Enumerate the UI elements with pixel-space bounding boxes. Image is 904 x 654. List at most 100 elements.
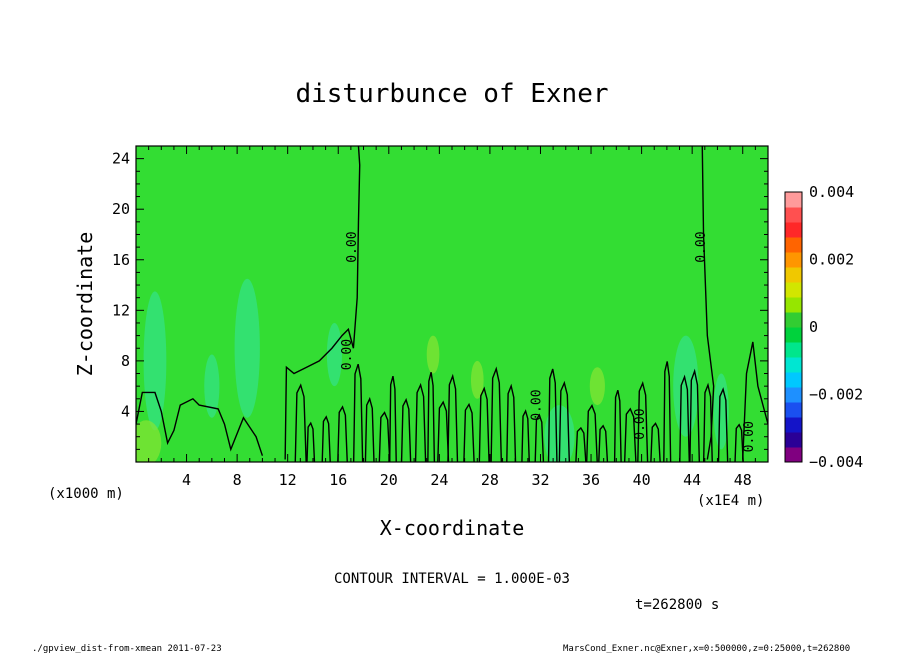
contour-line (598, 424, 609, 462)
contour-line (463, 402, 475, 462)
contour-line (717, 387, 729, 462)
contour-line (400, 397, 412, 462)
field-anomaly (426, 335, 440, 374)
zero-contour-lines (136, 146, 768, 462)
field-anomaly (713, 373, 729, 450)
colorbar-segment (785, 417, 802, 433)
colorbar-segment (785, 297, 802, 313)
x-tick-label: 48 (734, 471, 752, 489)
contour-line (637, 381, 649, 462)
field-anomaly (143, 291, 167, 431)
field-anomaly (204, 354, 220, 418)
colorbar-segment (785, 192, 802, 208)
x-tick-label: 32 (531, 471, 549, 489)
footer-right: MarsCond_Exner.nc@Exner,x=0:500000,z=0:2… (563, 644, 850, 654)
x-tick-label: 36 (582, 471, 600, 489)
contour-labels: 0.00 0.00 0.00 0.00 0.00 0.00 (340, 231, 757, 452)
x-tick-label: 24 (430, 471, 448, 489)
contour-line (364, 396, 375, 462)
x-axis-ticks: 4 8 12 16 20 24 28 32 36 40 44 48 (148, 146, 756, 489)
colorbar-segment (785, 447, 802, 463)
contour-label: 0.00 (345, 231, 360, 262)
y-axis-label: Z-coordinate (73, 232, 97, 377)
plot-area: 0.00 0.00 0.00 0.00 0.00 0.00 (135, 145, 769, 463)
contour-line (506, 383, 517, 462)
colorbar-tick-label: −0.002 (809, 386, 863, 404)
time-text: t=262800 s (635, 597, 719, 613)
contour-line (447, 373, 459, 462)
field-anomaly (470, 360, 484, 399)
y-tick-label: 24 (112, 150, 130, 168)
contour-line (294, 383, 307, 462)
contour-label: 0.00 (742, 421, 757, 452)
colorbar-segment (785, 282, 802, 298)
colorbar-tick-label: 0 (809, 318, 818, 336)
contour-line (437, 400, 450, 462)
contour-line (321, 415, 331, 462)
contour-line (650, 422, 661, 462)
contour-line (534, 413, 545, 462)
contour-line (734, 423, 744, 462)
colorbar-segment (785, 387, 802, 403)
x-tick-label: 20 (380, 471, 398, 489)
field-anomaly (234, 278, 260, 418)
colorbar-segment (785, 432, 802, 448)
contour-line (613, 390, 622, 462)
colorbar-segment (785, 357, 802, 373)
x-tick-label: 44 (683, 471, 701, 489)
contour-line (586, 404, 598, 462)
y-tick-label: 8 (121, 352, 130, 370)
contour-line (521, 409, 530, 462)
colorbar-segment (785, 342, 802, 358)
footer-left: ./gpview_dist-from-xmean 2011-07-23 (32, 644, 222, 654)
contour-label: 0.00 (340, 339, 355, 370)
field-anomaly (326, 322, 343, 387)
y-tick-label: 4 (121, 402, 130, 420)
contour-interval-text: CONTOUR INTERVAL = 1.000E-03 (334, 571, 570, 587)
x-unit-left: (x1000 m) (48, 486, 124, 502)
colorbar-segment (785, 267, 802, 283)
contour-label: 0.00 (633, 408, 648, 439)
x-tick-label: 12 (279, 471, 297, 489)
y-axis-ticks: 4 8 12 16 20 24 (112, 150, 768, 450)
chart-title: disturbunce of Exner (295, 79, 608, 109)
contour-line (663, 361, 672, 462)
y-tick-label: 12 (112, 301, 130, 319)
y-tick-label: 20 (112, 200, 130, 218)
contour-line (575, 426, 587, 462)
contour-line (378, 411, 391, 462)
colorbar-frame (784, 191, 803, 463)
x-tick-label: 4 (182, 471, 191, 489)
colorbar-tick-label: 0.004 (809, 183, 854, 201)
y-tick-label: 16 (112, 251, 130, 269)
contour-line (306, 421, 316, 462)
contour-line (701, 146, 715, 460)
field-anomaly (136, 420, 162, 462)
contour-line (689, 368, 701, 462)
contour-line (558, 380, 571, 462)
contour-label: 0.00 (694, 231, 709, 262)
colorbar (784, 191, 803, 463)
field-background (136, 146, 768, 462)
colorbar-ticks: 0.004 0.002 0 −0.002 −0.004 (809, 183, 863, 471)
contour-line (490, 366, 503, 462)
colorbar-segment (785, 372, 802, 388)
contour-line (136, 391, 264, 456)
colorbar-tick-label: 0.002 (809, 251, 854, 269)
x-unit-right: (x1E4 m) (697, 493, 764, 509)
colorbar-segment (785, 327, 802, 343)
colorbar-tick-label: −0.004 (809, 453, 863, 471)
colorbar-segment (785, 402, 802, 418)
field-anomaly (673, 335, 699, 437)
contour-line (284, 146, 361, 460)
contour-line (623, 407, 637, 462)
contour-line (352, 363, 364, 462)
colorbar-segment (785, 252, 802, 268)
contour-line (702, 382, 713, 462)
contour-line (478, 386, 490, 462)
colorbar-segment (785, 237, 802, 253)
x-axis-label: X-coordinate (380, 516, 525, 540)
field-anomaly (589, 367, 605, 406)
contour-line (414, 382, 427, 462)
